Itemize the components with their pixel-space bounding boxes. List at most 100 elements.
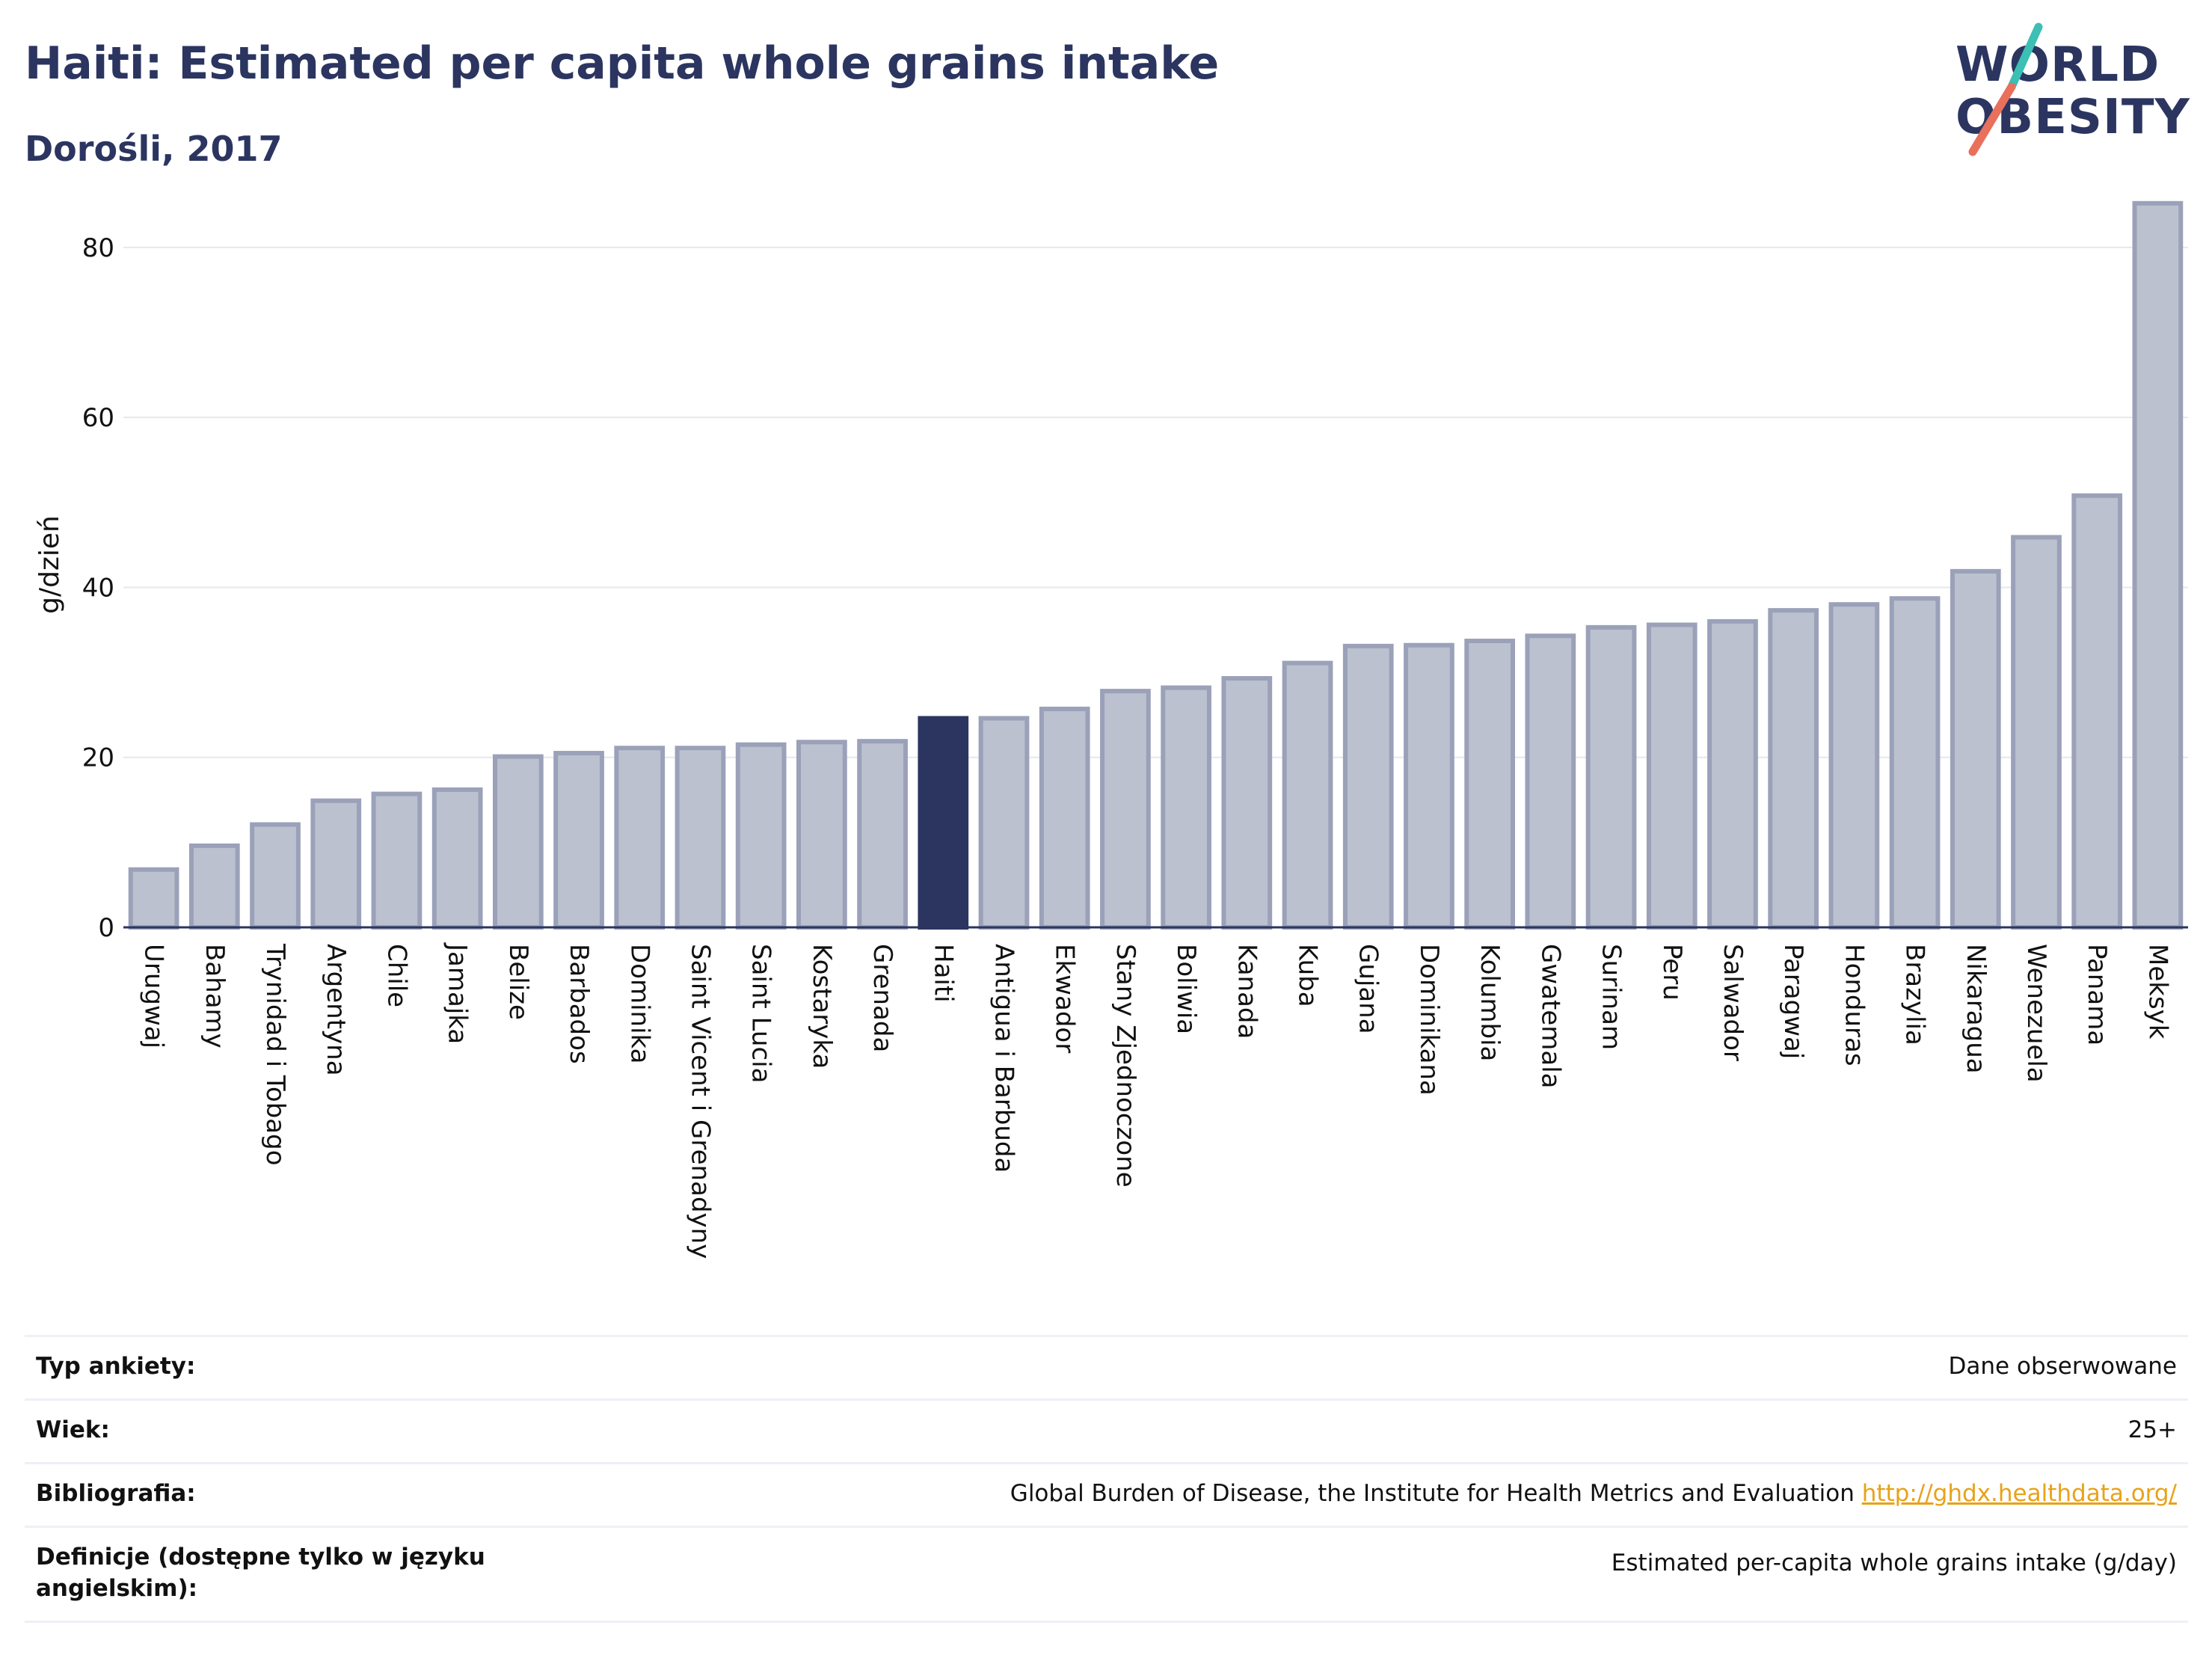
world-obesity-logo: WORLD OBESITY	[1944, 21, 2199, 159]
bar-salwador	[1707, 618, 1758, 930]
bar-kuba	[1282, 660, 1333, 930]
meta-value-text: Estimated per-capita whole grains intake…	[1611, 1550, 2177, 1576]
x-tick-label: Haiti	[928, 944, 958, 1003]
source-link[interactable]: http://ghdx.healthdata.org/	[1861, 1480, 2177, 1507]
meta-row: Typ ankiety: Dane obserwowane	[25, 1335, 2188, 1398]
bar-belize	[492, 754, 544, 930]
x-tick-label: Belize	[503, 944, 533, 1020]
x-tick-label: Antigua i Barbuda	[989, 944, 1019, 1173]
x-tick-label: Gujana	[1354, 944, 1383, 1034]
bar-meksyk	[2132, 200, 2184, 930]
x-tick-label: Meksyk	[2142, 944, 2172, 1040]
bar-dominika	[614, 746, 666, 930]
bar-barbados	[553, 751, 604, 930]
bar-argentyna	[310, 798, 362, 930]
bar-panama	[2071, 493, 2123, 930]
x-axis-labels: Urugwaj Bahamy Trynidad i Tobago Argentyna C…	[139, 942, 2173, 1259]
y-axis-label: g/dzień	[34, 515, 65, 614]
y-tick-label: 80	[82, 233, 114, 263]
meta-label: Typ ankiety:	[36, 1353, 196, 1380]
bar-wenezuela	[2011, 535, 2062, 930]
chart-subtitle: Dorośli, 2017	[25, 129, 283, 169]
x-tick-label: Saint Lucia	[746, 944, 776, 1083]
meta-value: Global Burden of Disease, the Institute …	[1010, 1478, 2177, 1509]
x-tick-label: Jamajka	[443, 942, 473, 1044]
logo-slash-icon	[1968, 22, 2043, 156]
meta-label: Definicje (dostępne tylko w języku angie…	[36, 1544, 485, 1602]
bar-nikaragua	[1950, 568, 2001, 930]
x-tick-label: Dominika	[624, 944, 654, 1063]
bar-kanada	[1221, 676, 1273, 930]
meta-row: Bibliografia: Global Burden of Disease, t…	[25, 1462, 2188, 1526]
y-tick-label: 20	[82, 743, 114, 773]
logo-line-1: WORLD	[1956, 37, 2160, 93]
bar-saint-lucia	[735, 742, 787, 930]
bar-paragwaj	[1768, 608, 1819, 930]
x-tick-label: Salwador	[1718, 944, 1748, 1061]
x-tick-label: Grenada	[867, 944, 897, 1052]
meta-value: 25+	[2128, 1414, 2177, 1446]
x-tick-label: Gwatemala	[1535, 944, 1565, 1088]
bar-gujana	[1342, 643, 1394, 930]
meta-value-text: Dane obserwowane	[1948, 1353, 2177, 1380]
x-tick-label: Dominikana	[1414, 944, 1444, 1096]
chart-title: Haiti: Estimated per capita whole grains…	[25, 37, 1220, 90]
bar-peru	[1646, 622, 1698, 930]
meta-label: Wiek:	[36, 1416, 110, 1443]
x-tick-label: Argentyna	[321, 944, 351, 1076]
x-tick-label: Surinam	[1597, 944, 1626, 1050]
bar-grenada	[857, 739, 908, 930]
logo-slash-bottom	[1968, 82, 2016, 156]
y-tick-label: 60	[82, 403, 114, 433]
x-tick-label: Saint Vicent i Grenadyny	[685, 944, 715, 1259]
bar-ekwador	[1039, 706, 1090, 930]
x-tick-label: Wenezuela	[2021, 944, 2051, 1083]
bar-haiti	[918, 716, 969, 930]
bar-bahamy	[188, 843, 240, 930]
x-tick-label: Ekwador	[1050, 944, 1080, 1053]
x-tick-label: Chile	[381, 944, 411, 1007]
bar-chile	[371, 791, 423, 930]
x-tick-label: Brazylia	[1900, 944, 1930, 1045]
x-tick-label: Bahamy	[200, 944, 230, 1048]
bar-boliwia	[1161, 685, 1211, 930]
x-tick-label: Panama	[2082, 944, 2112, 1045]
x-tick-label: Trynidad i Tobago	[260, 943, 290, 1166]
meta-row: Definicje (dostępne tylko w języku angie…	[25, 1526, 2188, 1623]
x-tick-label: Urugwaj	[139, 944, 169, 1048]
bars	[128, 200, 2184, 930]
meta-value-text: Global Burden of Disease, the Institute …	[1010, 1480, 1855, 1507]
bar-kolumbia	[1464, 639, 1515, 930]
bar-chart: 0 20 40 60 80 Urugwaj Bahamy Trynidad i Tobago…	[34, 200, 2188, 1259]
y-tick-label: 40	[82, 573, 114, 603]
meta-value-text: 25+	[2127, 1416, 2177, 1443]
bar-urugwaj	[128, 867, 179, 930]
bar-jamajka	[431, 787, 483, 930]
x-tick-label: Kanada	[1232, 944, 1262, 1039]
bar-antigua-i-barbuda	[978, 716, 1030, 930]
x-tick-label: Kolumbia	[1475, 944, 1505, 1061]
bar-kostaryka	[796, 740, 847, 930]
bar-saint-vicent-i-grenadyny	[675, 746, 726, 930]
logo-slash-top	[2007, 22, 2043, 91]
y-tick-label: 0	[98, 913, 114, 943]
metadata-table: Typ ankiety: Dane obserwowane Wiek: 25+ Bibl…	[25, 1335, 2188, 1623]
bar-dominikana	[1404, 642, 1454, 930]
x-tick-label: Kuba	[1293, 944, 1323, 1007]
x-tick-label: Peru	[1657, 944, 1687, 1001]
bar-gwatemala	[1525, 633, 1576, 930]
bar-honduras	[1828, 602, 1880, 930]
x-tick-label: Nikaragua	[1961, 944, 1991, 1074]
x-tick-label: Kostaryka	[807, 944, 837, 1069]
bar-trynidad-i-tobago	[250, 822, 301, 930]
x-tick-label: Stany Zjednoczone	[1110, 944, 1140, 1188]
x-tick-label: Barbados	[564, 944, 594, 1064]
meta-label: Bibliografia:	[36, 1480, 196, 1507]
bar-surinam	[1585, 624, 1637, 930]
x-tick-label: Boliwia	[1171, 944, 1201, 1034]
bar-brazylia	[1889, 596, 1941, 930]
bar-stany-zjednoczone	[1100, 689, 1151, 930]
meta-value: Dane obserwowane	[1949, 1351, 2177, 1382]
y-axis-ticks: 0 20 40 60 80	[82, 233, 114, 943]
x-tick-label: Paragwaj	[1778, 944, 1808, 1059]
